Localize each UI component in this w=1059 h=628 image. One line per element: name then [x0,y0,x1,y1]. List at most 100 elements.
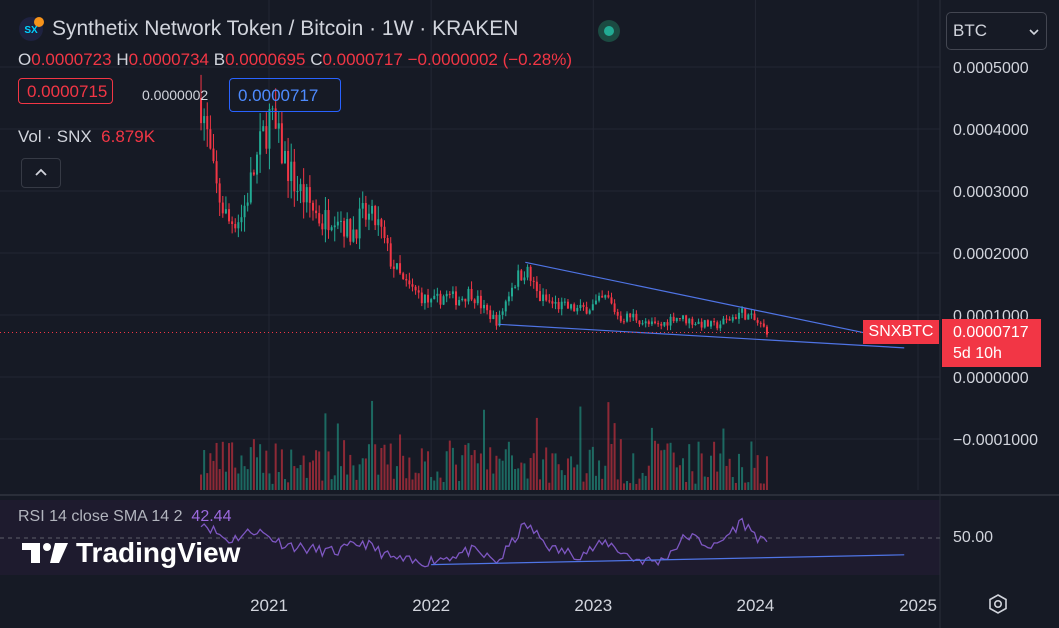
candle-body [666,322,669,326]
trend-line-upper [525,261,878,337]
volume-bar [433,480,436,490]
volume-bar [305,477,308,490]
volume-bar [492,473,495,490]
volume-bar [367,444,370,490]
candle-body [377,219,380,226]
candle-body [691,318,694,325]
volume-bar [532,453,535,490]
candle-body [479,295,482,309]
low-value: 0.0000695 [225,50,306,69]
change-value: −0.0000002 (−0.28%) [407,50,573,69]
candle-body [212,148,215,162]
volume-bar [343,440,346,490]
candle-body [339,220,342,222]
volume-bar [554,453,557,490]
candle-body [215,161,218,184]
candle-body [548,300,551,302]
volume-bar [641,472,644,490]
volume-bar [682,458,685,490]
rsi-legend[interactable]: RSI 14 close SMA 14 2 42.44 [18,508,231,526]
candle-body [395,263,398,269]
volume-bar [405,478,408,490]
candle-body [246,202,249,206]
volume-bar [728,458,731,490]
volume-bar [252,439,255,490]
currency-select[interactable]: BTC [946,12,1047,50]
sell-price-button[interactable]: 0.0000715 [18,78,113,104]
rsi-trend-line [431,554,905,566]
volume-bar [215,442,218,490]
volume-bar [395,466,398,490]
volume-bar [308,462,311,490]
volume-bar [411,479,414,490]
symbol-title[interactable]: Synthetix Network Token / Bitcoin · 1W ·… [52,17,519,40]
candle-body [361,203,364,209]
tradingview-logo-icon [22,543,68,563]
candle-body [688,318,691,324]
volume-bar [265,450,268,490]
candle-body [635,313,638,321]
candle-body [445,293,448,297]
candle-body [262,126,265,132]
tradingview-logo: TradingView [22,537,240,569]
collapse-legend-button[interactable] [21,158,61,188]
candle-body [532,280,535,282]
candle-body [420,292,423,304]
volume-bar [725,465,728,490]
candle-body [308,187,311,203]
volume-bar [371,400,374,490]
volume-bar [635,483,638,490]
ohlc-readout: O0.0000723 H0.0000734 B0.0000695 C0.0000… [18,50,573,69]
candle-body [374,205,377,226]
buy-price-button[interactable]: 0.0000717 [229,78,341,112]
candle-body [591,304,594,311]
candle-body [538,291,541,302]
volume-bar [542,459,545,490]
candle-body [287,150,290,182]
volume-bar [762,483,765,490]
candle-body [741,308,744,313]
volume-bar [249,447,252,490]
candle-body [694,324,697,326]
bar-countdown: 5d 10h [953,345,1002,362]
candle-body [327,210,330,231]
candle-body [464,298,467,302]
close-value: 0.0000717 [322,50,403,69]
candle-body [455,291,458,306]
volume-bar [268,473,271,490]
volume-bar [361,458,364,490]
candle-body [380,219,383,227]
candle-body [657,323,660,325]
volume-bar [719,453,722,490]
candle-body [709,321,712,327]
candle-body [299,184,302,192]
candle-body [706,320,709,327]
volume-bar [716,471,719,490]
candle-body [629,313,632,318]
volume-bar [377,474,380,490]
candle-body [283,150,286,164]
candle-body [529,266,532,281]
chart-settings-icon[interactable] [988,594,1008,614]
volume-bar [458,481,461,490]
candle-body [762,323,765,327]
candle-body [638,320,641,325]
candle-body [604,295,607,298]
volume-bar [321,480,324,490]
volume-bar [464,444,467,490]
volume-bar [545,447,548,490]
market-status-icon[interactable] [598,20,620,42]
volume-bar [402,455,405,490]
candle-body [737,312,740,319]
volume-bar [417,473,420,490]
volume-bar [448,440,451,490]
volume-bar [290,449,293,490]
rsi-pane [0,500,940,575]
volume-bar [495,455,498,490]
volume-bar [526,478,529,490]
candle-body [271,108,274,110]
candle-body [734,317,737,319]
rsi-axis-label: 50.00 [953,529,994,546]
volume-bar [697,441,700,490]
